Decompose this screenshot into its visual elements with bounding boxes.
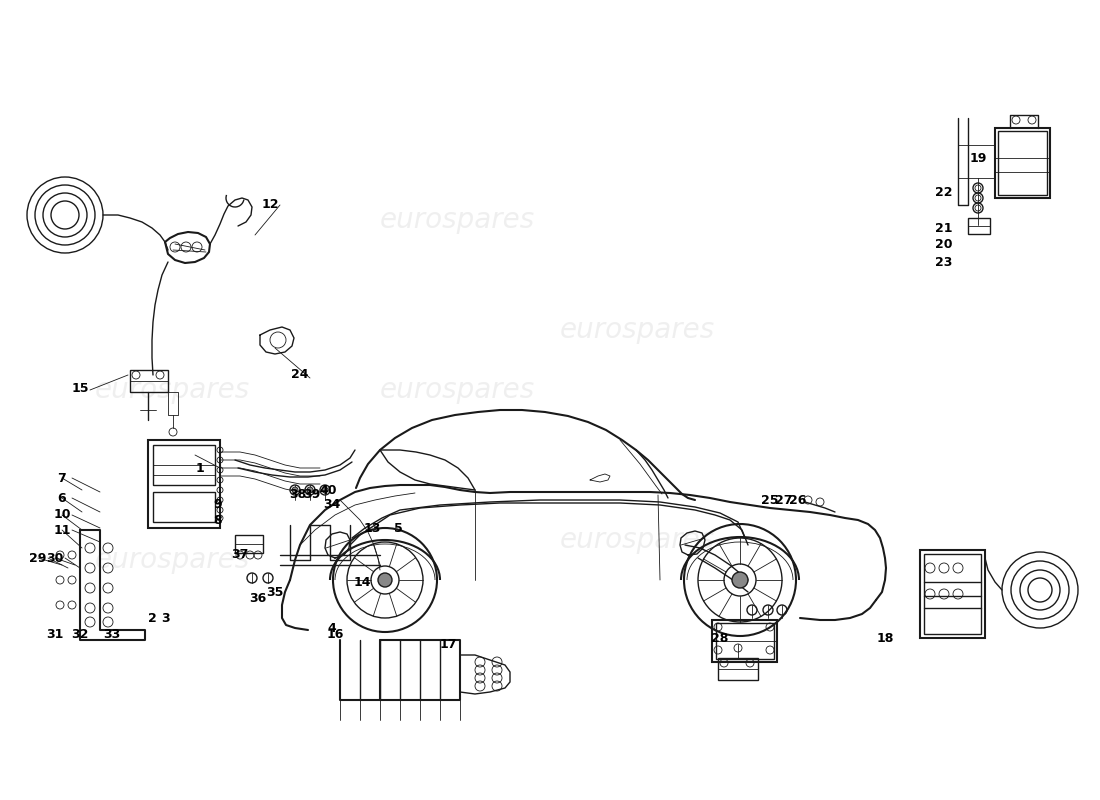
Circle shape — [732, 572, 748, 588]
Text: 1: 1 — [196, 462, 205, 474]
Text: 21: 21 — [935, 222, 953, 234]
Text: 13: 13 — [363, 522, 381, 534]
Text: 26: 26 — [790, 494, 806, 506]
Text: 8: 8 — [213, 514, 222, 526]
Text: eurospares: eurospares — [560, 316, 715, 344]
Bar — [130, 370, 168, 392]
Text: 3: 3 — [162, 611, 170, 625]
Text: 24: 24 — [292, 369, 309, 382]
Text: 36: 36 — [250, 591, 266, 605]
Text: 25: 25 — [761, 494, 779, 506]
Bar — [968, 218, 990, 234]
Bar — [718, 658, 758, 680]
Text: 22: 22 — [935, 186, 953, 198]
Text: 5: 5 — [394, 522, 403, 534]
Text: 38: 38 — [289, 489, 307, 502]
Circle shape — [307, 487, 314, 493]
Text: 27: 27 — [776, 494, 793, 506]
Text: 40: 40 — [319, 483, 337, 497]
Text: 30: 30 — [46, 551, 64, 565]
Text: 32: 32 — [72, 629, 89, 642]
Text: 23: 23 — [935, 255, 953, 269]
Text: 28: 28 — [712, 631, 728, 645]
Text: 34: 34 — [323, 498, 341, 511]
Text: eurospares: eurospares — [95, 546, 251, 574]
Bar — [924, 554, 981, 634]
Text: 10: 10 — [53, 509, 70, 522]
Bar — [712, 620, 777, 662]
Text: 31: 31 — [46, 629, 64, 642]
Bar — [998, 131, 1047, 195]
Text: 15: 15 — [72, 382, 89, 394]
Circle shape — [292, 487, 298, 493]
Text: 33: 33 — [103, 629, 121, 642]
Text: 9: 9 — [213, 498, 222, 511]
Text: 12: 12 — [262, 198, 278, 211]
Text: 20: 20 — [935, 238, 953, 251]
Text: 2: 2 — [147, 611, 156, 625]
Bar — [996, 128, 1050, 198]
Text: eurospares: eurospares — [560, 526, 715, 554]
Text: eurospares: eurospares — [95, 376, 251, 404]
Text: 17: 17 — [439, 638, 456, 651]
Bar — [148, 440, 220, 528]
Text: 16: 16 — [327, 629, 343, 642]
Bar — [235, 535, 263, 553]
Bar — [153, 492, 214, 522]
Circle shape — [378, 573, 392, 587]
Text: 19: 19 — [969, 151, 987, 165]
Circle shape — [322, 487, 328, 493]
Text: 14: 14 — [353, 575, 371, 589]
Text: 18: 18 — [877, 631, 893, 645]
Text: 35: 35 — [266, 586, 284, 598]
Text: 37: 37 — [231, 549, 249, 562]
Text: 39: 39 — [304, 489, 320, 502]
Bar — [153, 445, 214, 485]
Text: 29: 29 — [30, 551, 46, 565]
Text: 11: 11 — [53, 523, 70, 537]
Text: eurospares: eurospares — [379, 206, 536, 234]
Text: 4: 4 — [328, 622, 337, 634]
Text: eurospares: eurospares — [379, 376, 536, 404]
Bar — [920, 550, 984, 638]
Text: 7: 7 — [57, 471, 66, 485]
Bar — [716, 623, 774, 659]
Text: 6: 6 — [57, 491, 66, 505]
